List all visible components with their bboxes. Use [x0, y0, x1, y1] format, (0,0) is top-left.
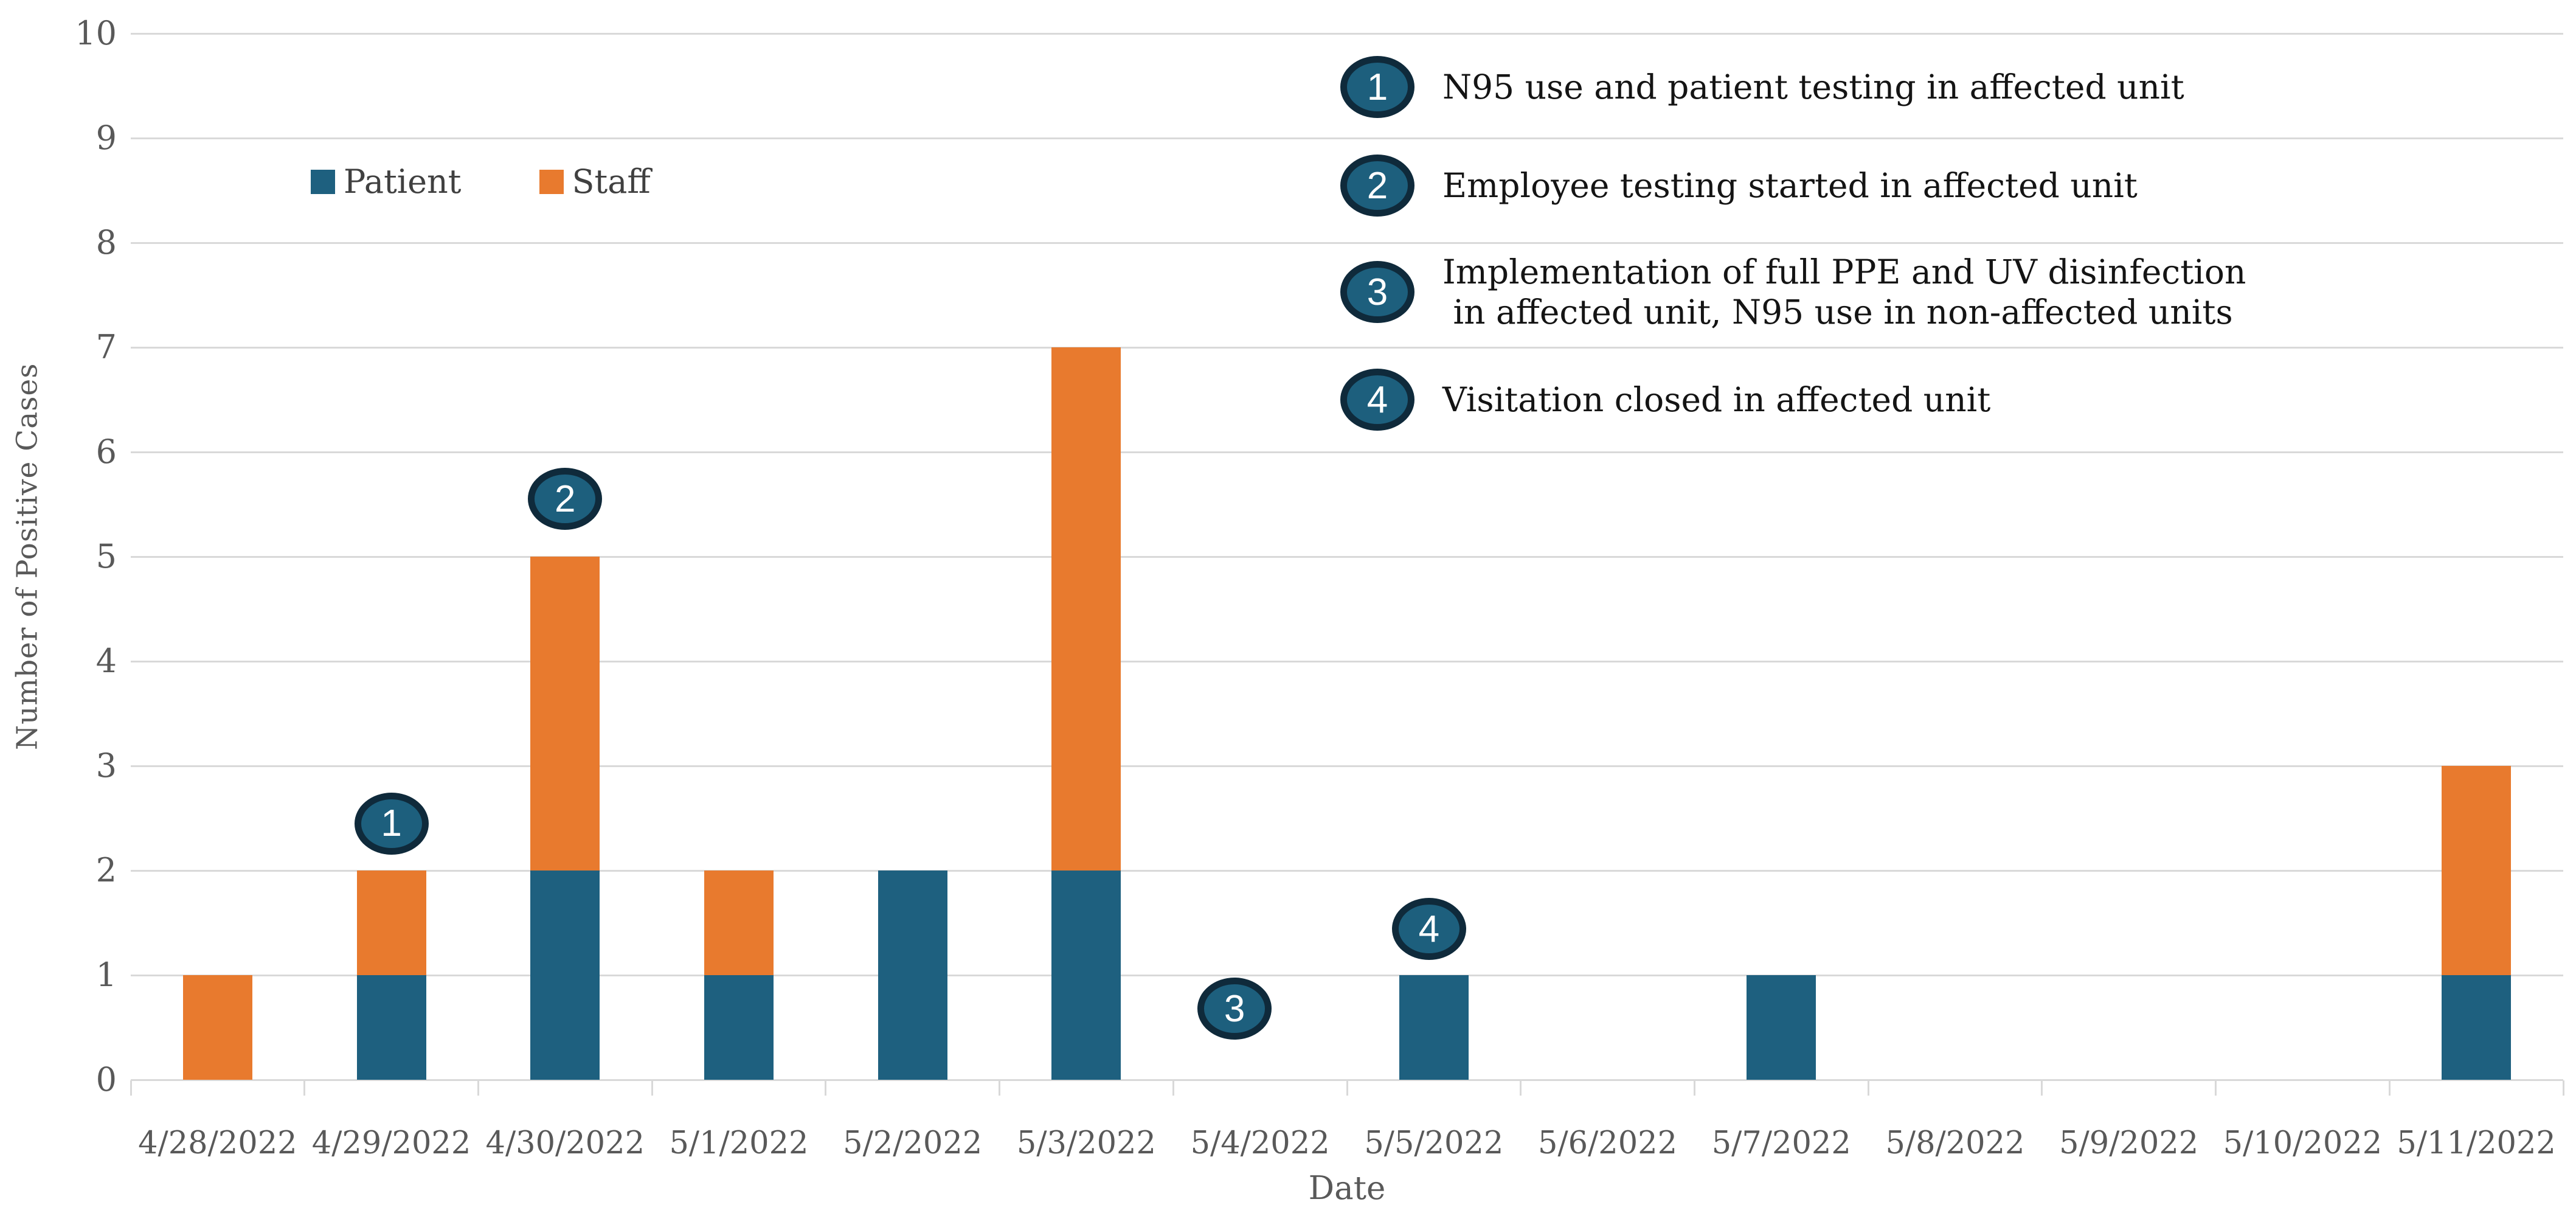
x-axis-tick [2041, 1080, 2043, 1096]
category-tick-label: 4/29/2022 [311, 1125, 471, 1161]
y-tick-label: 9 [95, 119, 117, 157]
bar-patient-segment [704, 975, 774, 1080]
legend-label: Patient [344, 162, 462, 201]
bar-staff-segment [1051, 347, 1121, 871]
bar-patient-segment [530, 871, 600, 1080]
x-axis-tick [1867, 1080, 1869, 1096]
y-tick-label: 10 [75, 14, 117, 52]
category-tick-label: 5/6/2022 [1538, 1125, 1678, 1161]
x-axis-tick [2215, 1080, 2217, 1096]
plot-area: Patient Staff 1 2 3 4 [131, 32, 2563, 1081]
category-tick-label: 5/4/2022 [1190, 1125, 1330, 1161]
annotation-text: Implementation of full PPE and UV disinf… [1442, 252, 2246, 332]
legend-swatch-staff [539, 169, 564, 194]
category-tick-label: 5/11/2022 [2397, 1125, 2556, 1161]
bar-staff-segment [704, 871, 774, 975]
x-axis-tick [477, 1080, 479, 1096]
y-tick-label: 3 [95, 746, 117, 785]
y-gridline [131, 869, 2563, 872]
category-tick-label: 5/8/2022 [1885, 1125, 2025, 1161]
event-marker-2: 2 [528, 468, 603, 530]
bar-patient-segment [878, 871, 947, 1080]
bar-patient-segment [2442, 975, 2512, 1080]
y-tick-label: 1 [95, 956, 117, 994]
x-axis-tick [1520, 1080, 1522, 1096]
legend-item-patient: Patient [311, 162, 462, 201]
category-tick-label: 5/3/2022 [1016, 1125, 1156, 1161]
bar-patient-segment [1747, 975, 1816, 1080]
bar-staff-segment [356, 871, 426, 975]
category-tick-label: 5/1/2022 [669, 1125, 809, 1161]
y-tick-label: 5 [95, 537, 117, 575]
annotation-text: N95 use and patient testing in affected … [1442, 68, 2184, 106]
x-axis-tick [1346, 1080, 1348, 1096]
x-axis-tick [999, 1080, 1001, 1096]
y-gridline [131, 346, 2563, 349]
y-gridline [131, 765, 2563, 767]
x-axis-tick [303, 1080, 306, 1096]
event-marker-4: 4 [1391, 898, 1466, 961]
y-tick-label: 0 [95, 1060, 117, 1099]
y-tick-label: 7 [95, 328, 117, 366]
x-axis-tick [2562, 1080, 2564, 1096]
category-tick-label: 4/30/2022 [485, 1125, 645, 1161]
event-marker-3: 3 [1197, 978, 1272, 1040]
y-gridline [131, 242, 2563, 244]
category-tick-label: 5/7/2022 [1711, 1125, 1851, 1161]
category-tick-label: 4/28/2022 [138, 1125, 297, 1161]
y-gridline [131, 137, 2563, 139]
annotation-circle-3: 3 [1340, 261, 1414, 323]
bar-staff-segment [530, 557, 600, 871]
annotation-text: Employee testing started in affected uni… [1442, 166, 2138, 205]
y-tick-label: 6 [95, 433, 117, 471]
annotation-circle-4: 4 [1340, 369, 1414, 431]
event-marker-1: 1 [354, 792, 429, 855]
y-gridline [131, 451, 2563, 453]
annotation-text: Visitation closed in affected unit [1442, 380, 1991, 419]
x-axis-tick [130, 1080, 132, 1096]
annotation-circle-1: 1 [1340, 56, 1414, 118]
x-axis-tick [651, 1080, 653, 1096]
bar-staff-segment [182, 975, 252, 1080]
y-gridline [131, 974, 2563, 976]
y-gridline [131, 660, 2563, 662]
x-axis-title: Date [1308, 1170, 1386, 1207]
bar-patient-segment [1051, 871, 1121, 1080]
category-tick-label: 5/2/2022 [843, 1125, 983, 1161]
y-tick-label: 2 [95, 851, 117, 889]
y-gridline [131, 555, 2563, 558]
y-gridline [131, 1079, 2563, 1081]
x-axis-tick [825, 1080, 827, 1096]
y-tick-label: 4 [95, 642, 117, 680]
y-tick-label: 8 [95, 223, 117, 262]
bar-patient-segment [356, 975, 426, 1080]
annotation-circle-2: 2 [1340, 155, 1414, 217]
legend: Patient Staff [311, 162, 651, 201]
x-axis-tick [1172, 1080, 1174, 1096]
legend-item-staff: Staff [539, 162, 651, 201]
legend-swatch-patient [311, 169, 335, 194]
category-tick-label: 5/5/2022 [1364, 1125, 1504, 1161]
x-axis-tick [2388, 1080, 2391, 1096]
bar-staff-segment [2442, 766, 2512, 975]
y-gridline [131, 32, 2563, 35]
legend-label: Staff [572, 162, 651, 201]
category-tick-label: 5/10/2022 [2223, 1125, 2383, 1161]
x-axis-tick [1693, 1080, 1695, 1096]
bar-patient-segment [1399, 975, 1469, 1080]
category-tick-label: 5/9/2022 [2059, 1125, 2199, 1161]
